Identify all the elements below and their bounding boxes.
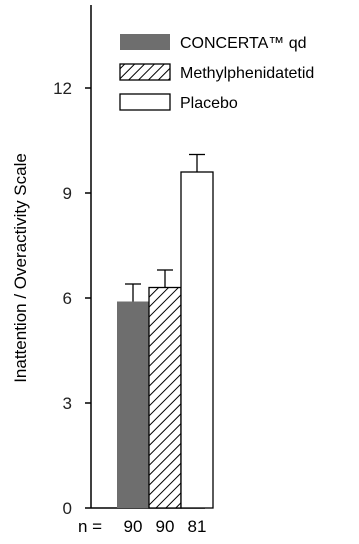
- legend-label: Methylphenidatetid: [180, 65, 314, 82]
- y-tick-label: 6: [63, 289, 72, 308]
- legend-label: Placebo: [180, 95, 238, 112]
- y-tick-label: 0: [63, 499, 72, 518]
- legend-swatch: [119, 93, 171, 111]
- y-tick-label: 12: [53, 79, 72, 98]
- sample-size-placebo: 81: [188, 517, 207, 536]
- legend-label: CONCERTA™ qd: [180, 35, 307, 52]
- legend-swatch: [120, 34, 170, 50]
- bar: [117, 301, 149, 508]
- y-axis-label: Inattention / Overactivity Scale: [11, 153, 30, 383]
- bar: [180, 171, 214, 509]
- sample-size-methylphenidate: 90: [156, 517, 175, 536]
- bar: [148, 286, 182, 509]
- legend-swatch: [119, 63, 171, 81]
- sample-size-concerta: 90: [124, 517, 143, 536]
- y-tick-label: 3: [63, 394, 72, 413]
- y-tick-label: 9: [63, 184, 72, 203]
- sample-size-label: n =: [78, 517, 102, 536]
